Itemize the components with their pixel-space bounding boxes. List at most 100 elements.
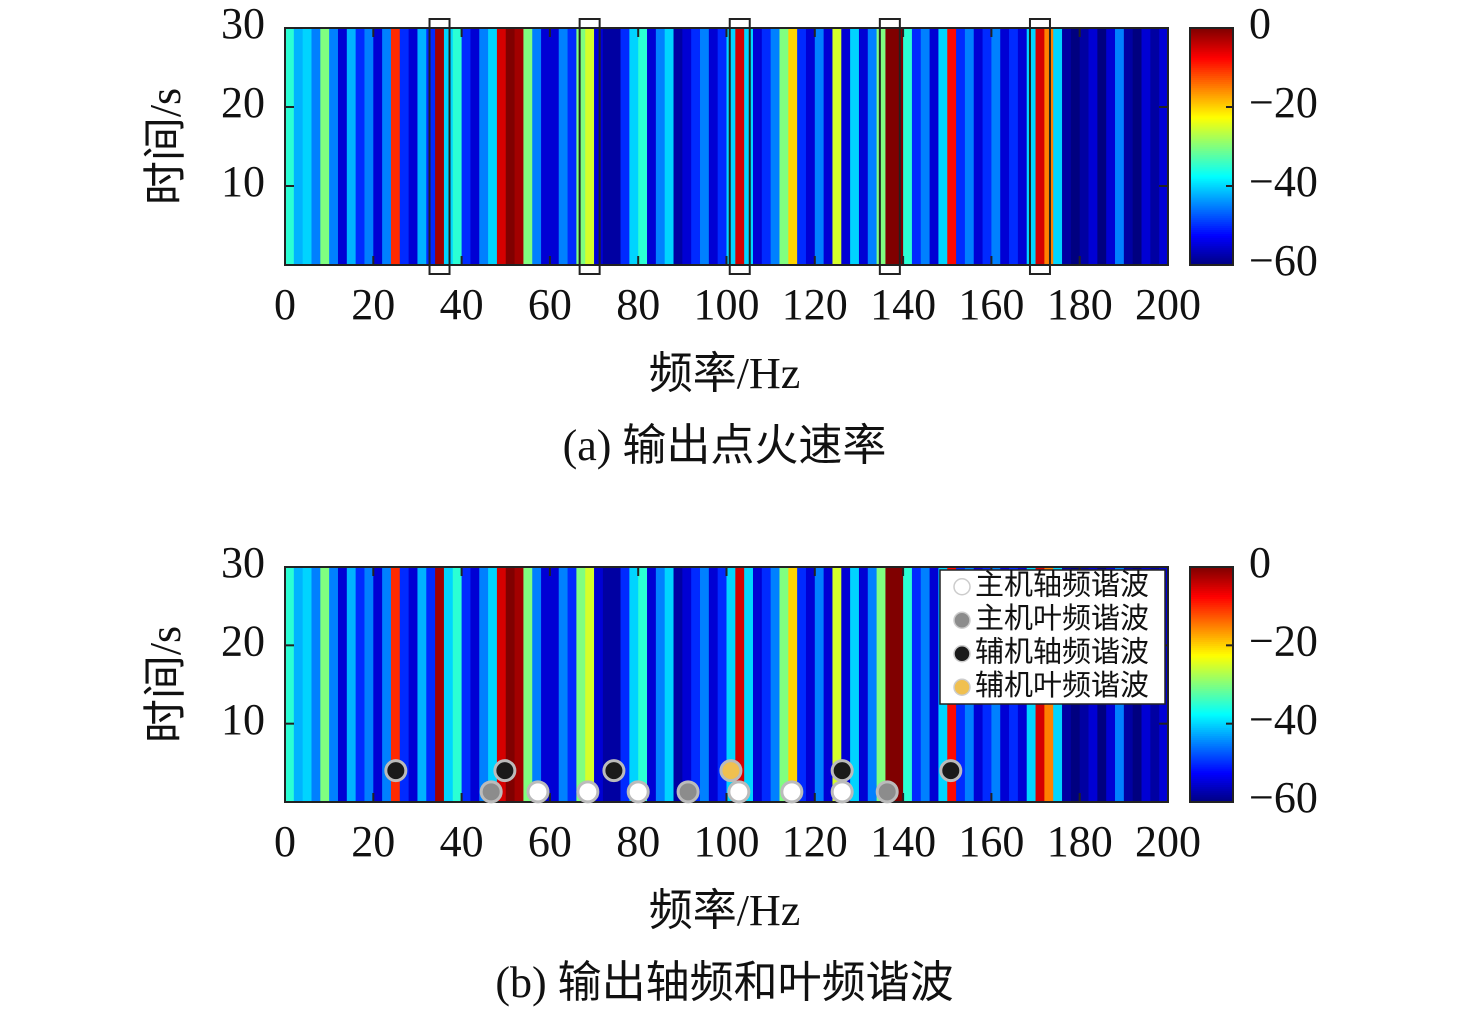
colorbar-cell [1190,189,1233,193]
colorbar-cell [1190,717,1233,721]
heat-cell [647,567,657,802]
heat-cell [602,567,613,802]
colorbar-cell [1190,51,1233,55]
heat-cell [355,28,366,265]
x-tick-label: 120 [782,817,848,866]
colorbar-cell [1190,154,1233,157]
y-tick-label: 10 [221,157,265,206]
colorbar-cell [1190,651,1233,654]
heat-cell [850,28,860,265]
colorbar-cell [1190,662,1233,666]
colorbar-cell [1190,227,1233,231]
heat-cell [1026,28,1037,265]
colorbar-cell [1190,164,1233,167]
harmonic-marker [576,780,600,804]
colorbar-cell [1190,114,1233,118]
heat-cell [594,567,604,802]
colorbar-cell [1190,668,1233,672]
colorbar-cell [1190,723,1233,727]
heat-cell [611,567,622,802]
heat-cell [735,567,745,802]
heat-cell [346,28,357,265]
heat-cell [435,28,445,265]
colorbar-cell [1190,99,1233,102]
harmonic-marker [602,759,626,783]
heat-cell [700,28,710,265]
heat-cell [841,28,851,265]
colorbar-cell [1190,633,1233,637]
colorbar-cell [1190,755,1233,758]
colorbar-cell [1190,627,1233,631]
x-axis-label: 频率/Hz [649,349,801,398]
x-tick-label: 160 [958,817,1024,866]
colorbar-cell [1190,674,1233,678]
colorbar-cell [1190,156,1233,159]
colorbar-cell [1190,741,1233,744]
heat-cell [638,567,648,802]
colorbar-cell [1190,187,1233,191]
heat-cell [867,28,878,265]
colorbar-cell [1190,136,1233,140]
colorbar-cell [1190,231,1233,234]
colorbar-cell [1190,792,1233,795]
colorbar-cell [1190,567,1233,570]
heat-cell [973,28,984,265]
colorbar-cell [1190,574,1233,578]
legend-marker [953,578,971,596]
colorbar-cell [1190,608,1233,611]
colorbar-cell [1190,63,1233,67]
heat-cell [814,567,825,802]
heat-cell [558,28,569,265]
harmonic-marker [830,759,854,783]
heat-cell [620,567,630,802]
colorbar-cell [1190,108,1233,112]
heat-cell [947,28,957,265]
colorbar-cell [1190,176,1233,179]
colorbar-cell [1190,770,1233,774]
x-tick-label: 60 [528,817,572,866]
colorbar-cell [1190,735,1233,738]
heat-cell [426,567,436,802]
colorbar-cell [1190,706,1233,709]
heat-cell [285,28,295,265]
colorbar-cell [1190,629,1233,633]
heat-cell [329,567,339,802]
colorbar-cell [1190,782,1233,785]
heat-cell [805,28,816,265]
colorbar-cell [1190,124,1233,128]
colorbar-cell [1190,28,1233,31]
legend-label: 辅机轴频谐波 [975,635,1149,668]
heat-cell [302,567,313,802]
colorbar-cell [1190,73,1233,76]
heat-cell [638,28,648,265]
colorbar-cell [1190,150,1233,154]
heat-cell [549,567,560,802]
heat-cell [752,567,763,802]
colorbar-cell [1190,676,1233,680]
colorbar-cell [1190,760,1233,764]
colorbar-cell [1190,243,1233,246]
heat-cell [329,28,339,265]
x-tick-label: 160 [958,280,1024,329]
x-tick-label: 20 [351,817,395,866]
heat-cell [673,567,683,802]
colorbar-cell [1190,682,1233,686]
colorbar-cell [1190,721,1233,725]
heat-cell [655,567,666,802]
colorbar-cell [1190,39,1233,43]
heat-cell [382,567,392,802]
colorbar-cell [1190,142,1233,146]
colorbar-cell [1190,733,1233,737]
heat-cell [488,567,498,802]
colorbar-tick-label: −20 [1249,616,1318,665]
colorbar-cell [1190,776,1233,780]
colorbar-cell [1190,257,1233,260]
colorbar-cell [1190,138,1233,142]
heat-cell [408,567,419,802]
colorbar-cell [1190,788,1233,791]
legend-marker [953,611,971,629]
colorbar-cell [1190,213,1233,217]
colorbar-cell [1190,69,1233,73]
colorbar-cell [1190,602,1233,605]
legend-label: 主机叶频谐波 [975,602,1149,635]
